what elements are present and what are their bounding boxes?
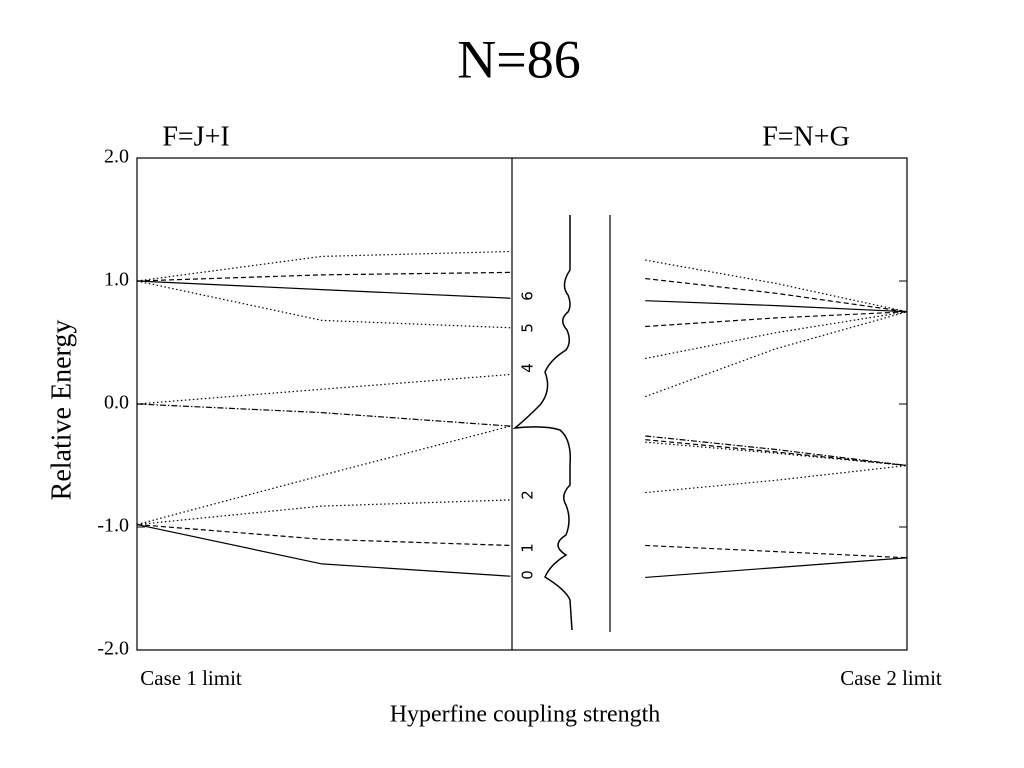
energy-curve (645, 311, 908, 328)
energy-curve (136, 280, 511, 329)
energy-curve (136, 250, 511, 282)
energy-curve (136, 499, 511, 526)
y-axis-label: Relative Energy (46, 320, 77, 501)
energy-curve (136, 523, 511, 577)
energy-curve (645, 439, 908, 467)
spectrum-label: 5 (519, 323, 537, 333)
y-tick-label: 2.0 (104, 146, 129, 168)
energy-curve (645, 557, 908, 579)
energy-curve (136, 403, 511, 427)
spectrum-label: 6 (519, 291, 537, 301)
spectrum-label: 2 (519, 490, 537, 500)
spectrum-label: 4 (519, 363, 537, 373)
energy-curve (645, 464, 908, 494)
energy-curve (136, 271, 511, 282)
x-axis-label: Hyperfine coupling strength (390, 702, 661, 728)
energy-curve (645, 441, 908, 467)
spectrum-label: 0 (519, 570, 537, 580)
y-tick-label: -1.0 (97, 515, 129, 537)
y-tick-label: -2.0 (97, 638, 129, 660)
chart-title: N=86 (457, 29, 580, 89)
energy-curve (645, 300, 908, 313)
energy-curve (644, 311, 908, 398)
spectrum-trace (512, 215, 573, 631)
x-end-label: Case 2 limit (840, 666, 942, 690)
spectrum-label: 1 (519, 543, 537, 553)
annotation: F=N+G (762, 121, 850, 152)
energy-curve (645, 259, 908, 313)
energy-curve (645, 311, 908, 360)
energy-curve (136, 280, 511, 299)
energy-curve (136, 523, 511, 547)
energy-curve (645, 435, 908, 467)
annotation: F=J+I (162, 121, 229, 152)
energy-curve (136, 425, 511, 526)
energy-curve (645, 277, 908, 313)
x-end-label: Case 1 limit (140, 666, 242, 690)
y-tick-label: 0.0 (104, 392, 129, 414)
energy-curve (645, 544, 908, 559)
y-tick-label: 1.0 (104, 269, 129, 291)
energy-curve (136, 373, 511, 405)
